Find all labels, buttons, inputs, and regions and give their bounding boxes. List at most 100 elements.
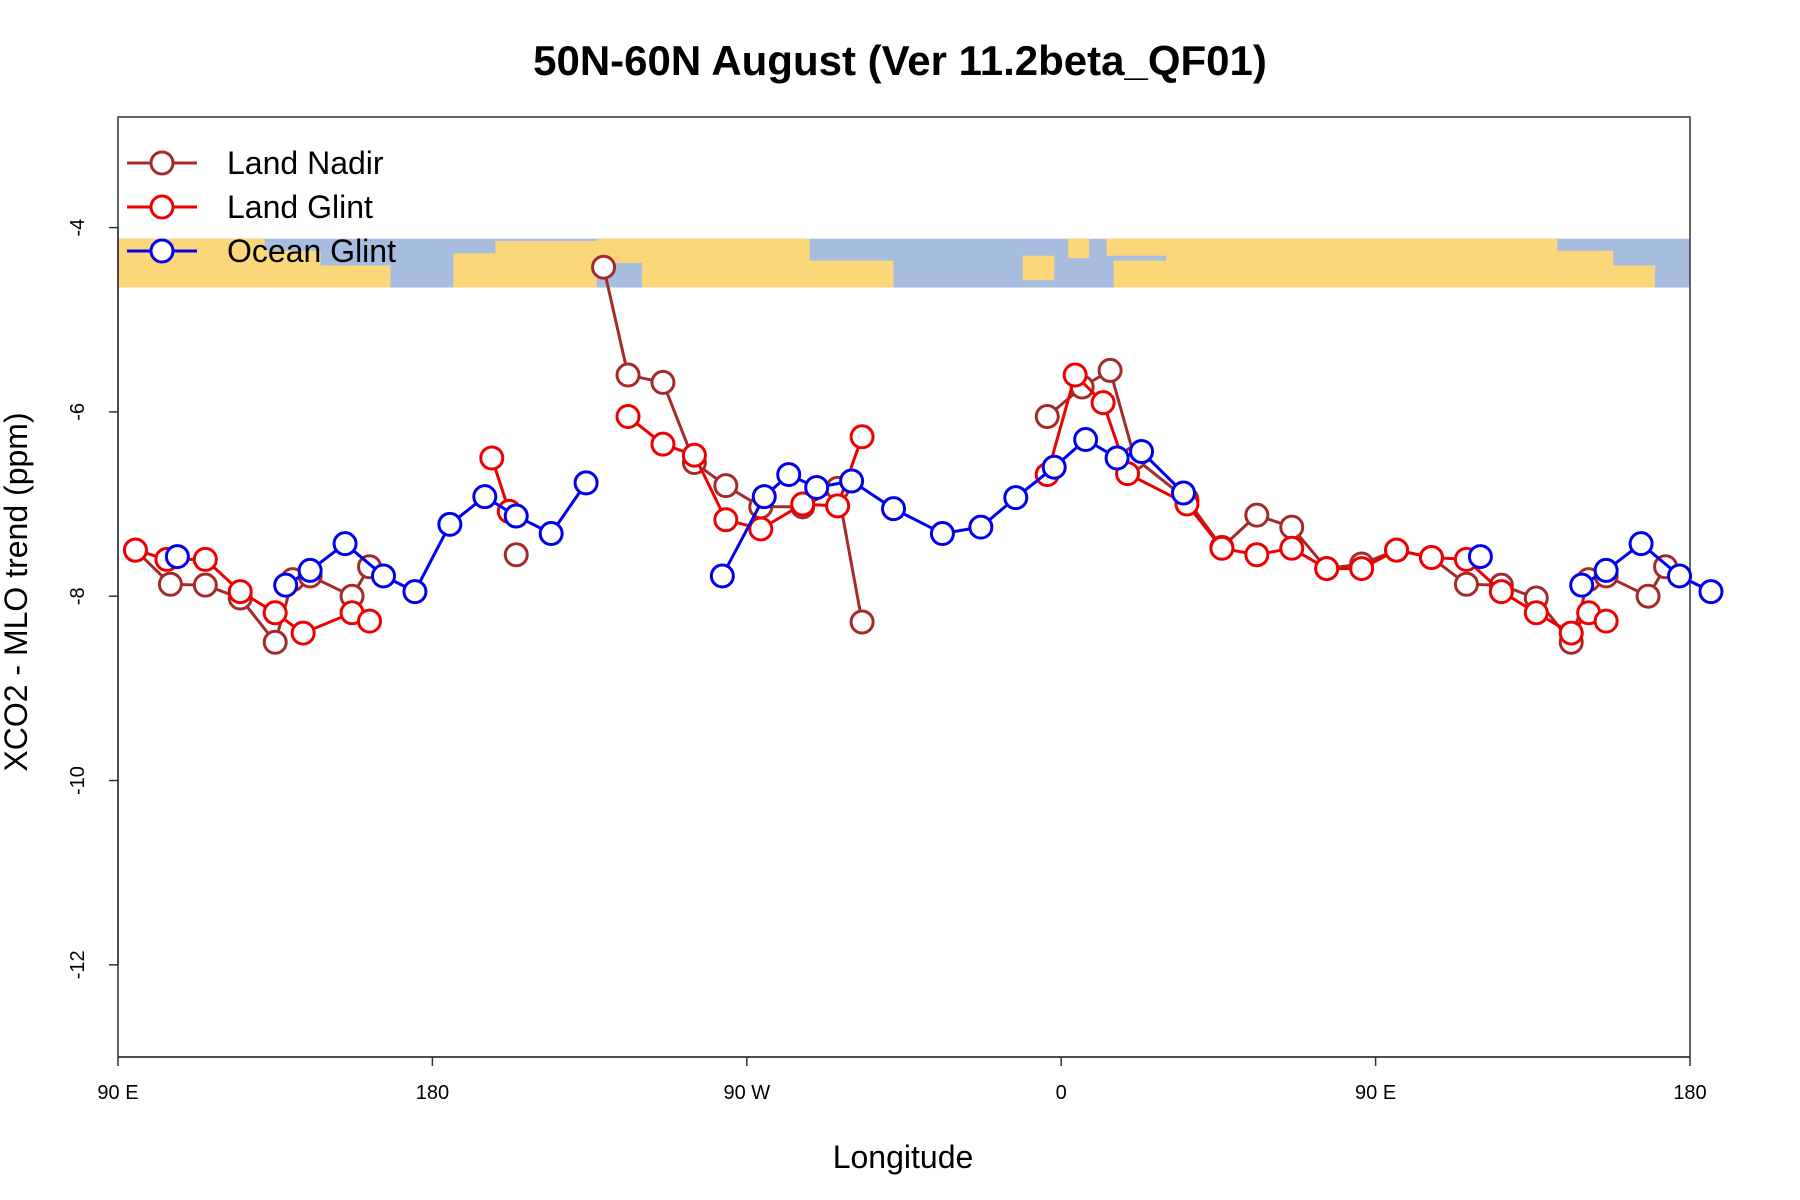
series-line (602, 266, 864, 623)
data-point (1569, 572, 1595, 598)
series-layer (122, 254, 1724, 655)
data-point (1090, 390, 1116, 416)
data-point (968, 514, 994, 540)
data-point (790, 491, 816, 517)
data-point (1097, 357, 1123, 383)
data-point (849, 609, 875, 635)
data-point (1628, 531, 1654, 557)
y-axis: -4 -6 -8 -10 -12 (67, 219, 119, 979)
data-point (227, 579, 253, 605)
x-tick-label: 180 (1673, 1082, 1706, 1104)
data-point (1129, 439, 1155, 465)
legend-label: Ocean Glint (227, 233, 396, 269)
map-land-block (1166, 238, 1558, 288)
series-ocean-glint (164, 427, 1724, 605)
data-point (1418, 545, 1444, 571)
data-point (1062, 362, 1088, 388)
data-point (849, 424, 875, 450)
map-land-block (1068, 238, 1090, 259)
data-point (615, 404, 641, 430)
data-point (192, 546, 218, 572)
data-point (157, 571, 183, 597)
data-point (1003, 485, 1029, 511)
data-point (1635, 583, 1661, 609)
data-point (1244, 502, 1270, 528)
data-point (332, 531, 358, 557)
map-land-block (1022, 255, 1055, 281)
map-land-block (495, 241, 597, 288)
legend-marker (149, 194, 175, 220)
data-point (751, 484, 777, 510)
data-point (1593, 557, 1619, 583)
map-land-block (1106, 238, 1166, 256)
data-point (825, 493, 851, 519)
y-axis-label: XCO2 - MLO trend (ppm) (0, 412, 34, 771)
data-point (1698, 579, 1724, 605)
data-point (1244, 542, 1270, 568)
data-point (357, 608, 383, 634)
y-tick-label: -12 (67, 950, 89, 979)
data-point (122, 537, 148, 563)
data-point (929, 521, 955, 547)
data-point (681, 442, 707, 468)
data-point (776, 462, 802, 488)
data-point (650, 369, 676, 395)
map-land-block (320, 265, 391, 288)
x-tick-label: 90 E (97, 1082, 138, 1104)
series-land-nadir (122, 254, 1679, 655)
data-point (1593, 608, 1619, 634)
data-point (472, 484, 498, 510)
legend: Land Nadir Land Glint Ocean Glint (127, 145, 396, 269)
data-point (1667, 563, 1693, 589)
x-tick-label: 0 (1056, 1082, 1067, 1104)
data-point (297, 557, 323, 583)
x-axis: 90 E 180 90 W 0 90 E 180 (97, 1056, 1707, 1104)
data-point (273, 572, 299, 598)
data-point (650, 431, 676, 457)
map-land-block (809, 260, 894, 288)
data-point (1279, 514, 1305, 540)
data-point (713, 507, 739, 533)
data-point (615, 362, 641, 388)
legend-label: Land Nadir (227, 145, 384, 181)
data-point (713, 473, 739, 499)
data-point (370, 563, 396, 589)
data-point (1384, 537, 1410, 563)
data-point (538, 521, 564, 547)
map-land-block (453, 253, 496, 288)
y-tick-label: -10 (67, 766, 89, 795)
data-point (479, 445, 505, 471)
data-point (1279, 535, 1305, 561)
data-point (402, 579, 428, 605)
data-point (1488, 579, 1514, 605)
legend-label: Land Glint (227, 189, 373, 225)
data-point (1314, 556, 1340, 582)
legend-marker (149, 150, 175, 176)
data-point (262, 629, 288, 655)
data-point (1558, 620, 1584, 646)
x-tick-label: 90 E (1355, 1082, 1396, 1104)
x-tick-label: 90 W (723, 1082, 770, 1104)
data-point (709, 563, 735, 589)
data-point (1523, 600, 1549, 626)
map-land-block (1557, 250, 1614, 288)
data-point (1349, 556, 1375, 582)
x-axis-label: Longitude (833, 1139, 974, 1175)
y-tick-label: -4 (67, 219, 89, 237)
x-tick-label: 180 (416, 1082, 449, 1104)
data-point (1467, 544, 1493, 570)
data-point (804, 474, 830, 500)
data-point (1034, 404, 1060, 430)
data-point (1209, 535, 1235, 561)
data-point (164, 544, 190, 570)
data-point (1073, 427, 1099, 453)
data-point (192, 572, 218, 598)
legend-marker (149, 238, 175, 264)
data-point (262, 600, 288, 626)
data-point (839, 468, 865, 494)
data-point (290, 620, 316, 646)
data-point (1104, 445, 1130, 471)
map-land-block (1613, 265, 1656, 288)
series-line (284, 482, 588, 594)
